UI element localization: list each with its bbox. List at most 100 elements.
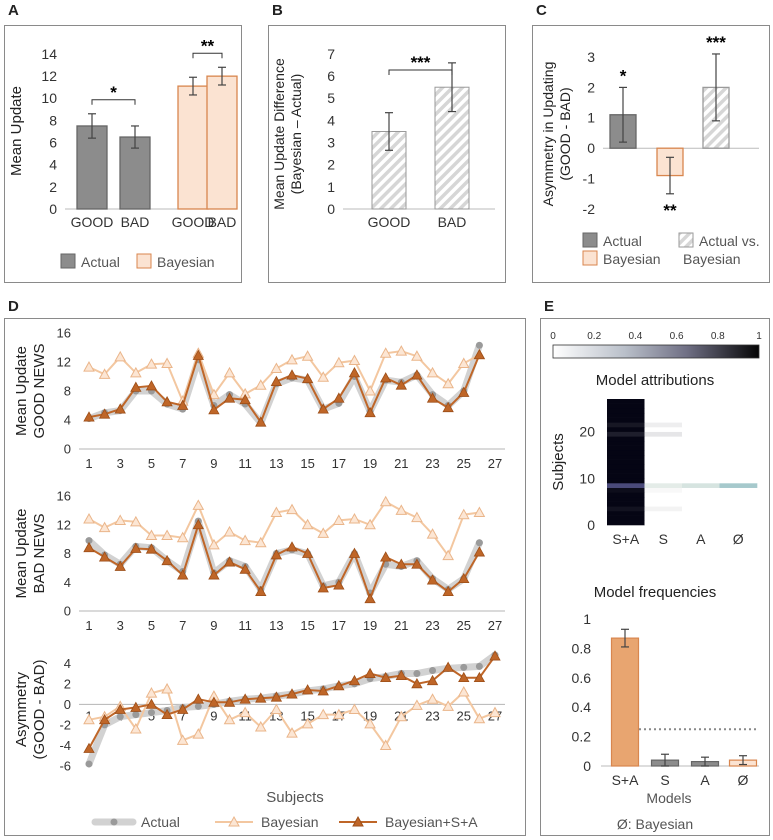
d2-point-bayes-20 (395, 504, 408, 515)
e-heat-cell-6-0 (607, 492, 645, 498)
a-y-tick-3: 6 (49, 134, 57, 150)
e-heat-cell-26-2 (682, 399, 720, 404)
d3-point-bsa-25 (473, 671, 486, 683)
c-ylabel-0: Asymmetry in Updating (540, 62, 556, 207)
a-legend-actual: Actual (81, 254, 120, 270)
e-heat-cell-9-2 (682, 478, 720, 484)
e-heat-cell-4-0 (607, 501, 645, 507)
d1-xtick-7: 15 (300, 456, 314, 471)
e-heat-cell-12-2 (682, 464, 720, 470)
e-heat-cell-6-3 (719, 492, 758, 498)
d1-xtick-3: 7 (179, 456, 186, 471)
d1-point-bsa-16 (333, 392, 345, 403)
b-xtick-1: BAD (438, 214, 467, 230)
d3-point-actual-7 (194, 702, 202, 710)
d3-point-bayes-18 (364, 717, 376, 729)
d1-point-bsa-19 (380, 372, 392, 383)
d3-y-tick-4: 2 (64, 676, 71, 691)
d1-point-bayes-21 (411, 350, 423, 361)
d2-point-bsa-21 (411, 558, 423, 569)
e-heat-cell-5-3 (719, 497, 758, 502)
a-xtick-0: GOOD (71, 214, 114, 230)
d3-point-bsa-7 (192, 693, 204, 704)
e-heat-cell-18-1 (644, 436, 683, 442)
e-heat-cell-10-1 (644, 473, 683, 479)
d2-ylabel-1: BAD NEWS (31, 513, 48, 593)
d2-point-bayes-4 (145, 529, 158, 541)
chart-b: Mean Update Difference (Bayesian – Actual… (271, 46, 495, 230)
d2-point-bayes-21 (411, 511, 423, 523)
d1-y-tick-2: 8 (64, 384, 71, 399)
e-heat-cell-9-3 (719, 478, 758, 484)
d1-xtick-5: 11 (238, 456, 252, 471)
e-heat-cell-19-0 (607, 431, 645, 437)
d3-xtick-12: 25 (457, 708, 471, 723)
e-heat-cell-5-1 (644, 497, 683, 502)
e-heat-cell-8-1 (644, 483, 683, 488)
e-heat-cell-22-0 (607, 417, 645, 423)
d1-point-bsa-3 (130, 381, 142, 392)
e-heat-cell-2-0 (607, 511, 645, 516)
d1-xtick-11: 23 (425, 456, 439, 471)
panel-d: Mean Update GOOD NEWS 0 4 8 12 16 1 3 5 7 9 11 13 15 17… (4, 318, 526, 836)
d3-ylabel-1: (GOOD - BAD) (31, 659, 48, 759)
d3-ylabel-0: Asymmetry (13, 672, 30, 748)
a-bracket-1 (192, 52, 223, 59)
d-legend-bayes: Bayesian (261, 814, 319, 830)
b-ylabel-0: Mean Update Difference (271, 58, 287, 210)
d2-point-bsa-15 (317, 582, 329, 593)
e-heat-cell-21-0 (607, 422, 645, 428)
e-heat-cell-0-1 (644, 520, 683, 526)
e-freq-xtick-1: S (660, 772, 669, 788)
d3-point-bayes-25 (473, 712, 486, 724)
e-heat-cell-25-2 (682, 403, 720, 409)
e-heat-cell-24-1 (644, 408, 683, 414)
e-heat-cell-3-0 (607, 506, 645, 512)
d3-xtick-11: 23 (425, 708, 439, 723)
c-legend-swatch-actual (582, 232, 598, 248)
d3-point-bayes-17 (348, 703, 361, 714)
e-heat-ylabel-0: Subjects (550, 433, 567, 491)
e-heatmap-title: Model attributions (596, 372, 714, 389)
e-heat-cell-7-3 (719, 487, 758, 493)
e-heat-cell-25-3 (719, 403, 758, 409)
d1-line-actual (85, 341, 483, 427)
e-heat-cell-6-1 (644, 492, 683, 498)
d2-xtick-11: 23 (425, 618, 439, 633)
e-heat-cell-26-3 (719, 399, 758, 404)
e-heat-cell-11-0 (607, 469, 645, 474)
e-heat-ytick-2: 20 (579, 424, 595, 440)
d3-xtick-4: 9 (210, 708, 217, 723)
c-legend-vs-1: Actual vs. (699, 233, 760, 249)
d2-ylabel-0: Mean Update (13, 508, 30, 598)
d2-point-bsa-7 (192, 518, 204, 530)
d2-point-bsa-6 (177, 569, 189, 580)
e-heat-cell-19-3 (719, 431, 758, 437)
d1-point-bayes-4 (145, 358, 158, 369)
e-heat-cell-13-1 (644, 459, 683, 465)
e-heat-xtick-2: A (696, 531, 706, 547)
e-heat-cell-22-2 (682, 417, 720, 423)
e-heat-cell-17-0 (607, 441, 645, 446)
e-heat-cell-11-1 (644, 469, 683, 474)
d2-point-bsa-24 (458, 572, 470, 584)
b-y-tick-3: 3 (327, 134, 335, 150)
d2-point-bayes-6 (176, 531, 189, 543)
d2-point-bsa-16 (333, 579, 345, 590)
d1-point-bayes-11 (254, 379, 267, 390)
e-colorbar-tick-4: 0.8 (711, 331, 725, 342)
d1-point-bsa-10 (239, 393, 251, 405)
d2-point-bsa-22 (426, 574, 439, 585)
d1-xtick-10: 21 (394, 456, 408, 471)
d3-point-bayes-23 (442, 700, 455, 711)
d3-point-bayes-19 (379, 739, 392, 750)
d2-point-bsa-1 (98, 551, 111, 562)
e-heat-cell-11-2 (682, 469, 720, 474)
panel-label-c: C (536, 2, 547, 19)
c-legend-swatch-bayes (582, 250, 598, 266)
a-legend-swatch-actual (60, 253, 76, 269)
d2-point-bsa-25 (473, 546, 486, 557)
e-heat-cell-18-2 (682, 436, 720, 442)
d1-y-tick-3: 12 (57, 355, 71, 370)
